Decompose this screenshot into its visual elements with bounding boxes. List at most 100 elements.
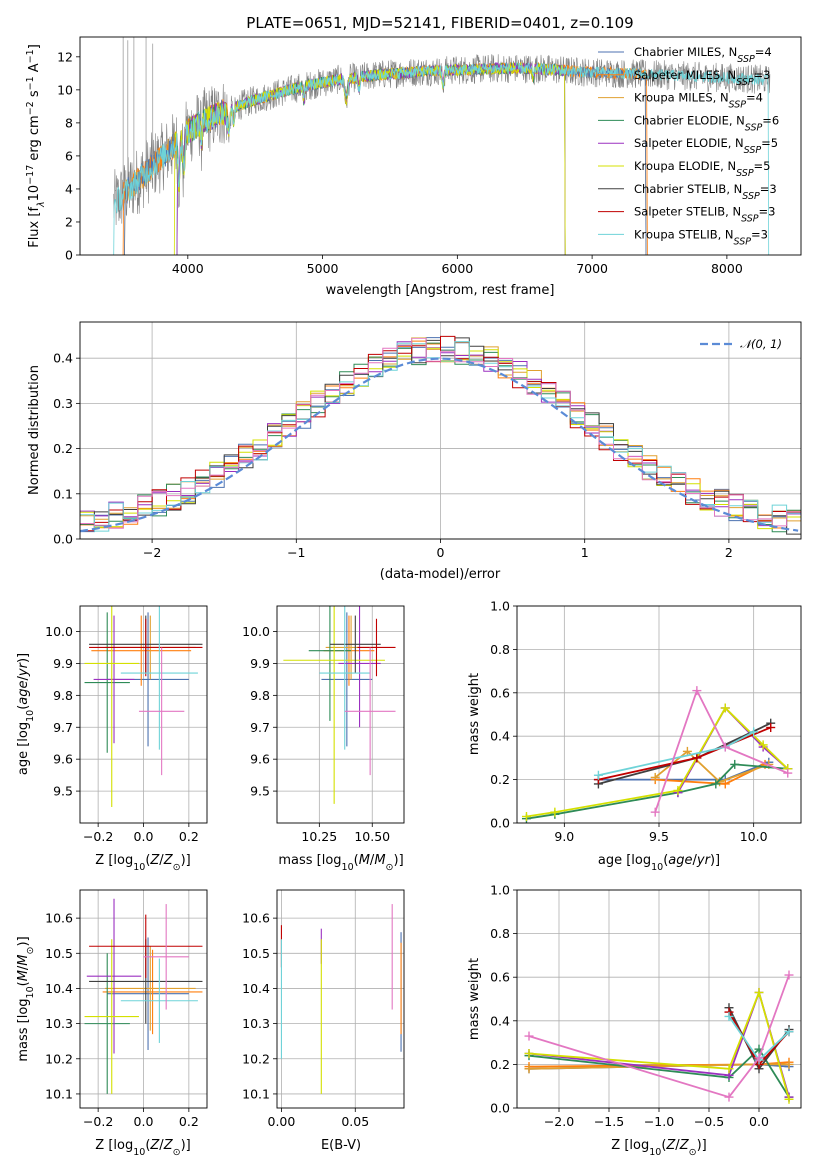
legend-entry: Kroupa STELIB, NSSP=3 (634, 227, 768, 247)
y-tick-label: 2 (65, 214, 73, 229)
x-tick-label: 6000 (441, 261, 473, 276)
x-axis-label: Z [log10(Z/Z⊙)] (95, 853, 190, 873)
legend-entry: Salpeter ELODIE, NSSP=5 (634, 136, 778, 156)
x-tick-label: 0.0 (749, 1114, 769, 1129)
y-tick-label: 10.2 (242, 1051, 270, 1066)
legend-entry: Kroupa ELODIE, NSSP=5 (634, 159, 771, 179)
y-tick-label: 10.2 (45, 1051, 73, 1066)
y-tick-label: 9.8 (53, 688, 73, 703)
y-tick-label: 10.5 (242, 946, 270, 961)
y-tick-label: 10.4 (45, 981, 73, 996)
y-tick-label: 0.8 (490, 926, 510, 941)
plot-area-weight_vs_Z (524, 970, 794, 1104)
x-tick-label: −1.0 (644, 1114, 674, 1129)
x-tick-label: 0.0 (134, 1114, 154, 1129)
spectrum-model-line (124, 61, 647, 255)
axes-mass_vs_Z: −0.2 0.0 0.2 10.1 10.2 10.3 10.4 10.5 10.6 Z [log… (16, 889, 208, 1158)
axes-frame (516, 889, 802, 1109)
y-tick-label: 0.2 (53, 441, 73, 456)
weight-line (526, 763, 788, 820)
x-tick-label: 10.0 (740, 829, 768, 844)
y-tick-label: 12 (57, 49, 73, 64)
legend-entry: Chabrier ELODIE, NSSP=6 (634, 113, 779, 132)
axes-frame (79, 605, 208, 824)
y-tick-label: 10.6 (242, 911, 270, 926)
x-tick-label: −2 (143, 545, 161, 560)
axes-age_vs_mass: 10.25 10.50 9.5 9.6 9.7 9.8 9.9 10.0 mass [log10… (242, 605, 405, 873)
y-tick-label: 9.6 (250, 752, 270, 767)
spectrum-model-line (113, 62, 770, 255)
y-tick-label: 0.0 (490, 1101, 510, 1116)
normal-curve (80, 357, 799, 533)
y-tick-label: 9.5 (53, 784, 73, 799)
x-tick-label: 0.05 (341, 1114, 369, 1129)
y-tick-label: 9.7 (53, 720, 73, 735)
y-tick-label: 10.0 (242, 624, 270, 639)
spectrum-model-line (124, 62, 647, 255)
y-tick-label: 0.8 (490, 642, 510, 657)
x-axis-label: mass [log10(M/M⊙)] (278, 853, 403, 873)
y-tick-label: 0.4 (490, 729, 510, 744)
weight-line (528, 974, 790, 1099)
weight-line (655, 763, 766, 785)
x-tick-label: −0.2 (83, 1114, 113, 1129)
spectrum-model-line (176, 62, 566, 255)
plot-area-residuals (80, 335, 801, 539)
x-tick-label: 9.5 (649, 829, 669, 844)
x-tick-label: −2.0 (544, 1114, 574, 1129)
legend-entry: Chabrier STELIB, NSSP=3 (634, 182, 777, 202)
y-tick-label: 0.6 (490, 970, 510, 985)
y-tick-label: 10.5 (45, 946, 73, 961)
y-tick-label: 0.3 (53, 396, 73, 411)
y-tick-label: 0.0 (490, 816, 510, 831)
axes-residuals: −2 −1 0 1 2 0.0 0.1 0.2 0.3 0.4 𝒩(0, 1) (data-model… (27, 321, 802, 582)
plot-area-mass_vs_ebv (280, 904, 402, 1094)
plot-area-spectrum (113, 37, 771, 255)
y-tick-label: 10.4 (242, 981, 270, 996)
weight-line (526, 706, 789, 818)
x-tick-label: 0.00 (268, 1114, 296, 1129)
y-tick-label: 10.3 (45, 1016, 73, 1031)
x-tick-label: 1 (581, 545, 589, 560)
y-tick-label: 0 (65, 248, 73, 263)
y-tick-label: 9.9 (53, 656, 73, 671)
histogram-step (80, 337, 801, 539)
x-tick-label: −1 (287, 545, 305, 560)
axes-age_vs_Z: −0.2 0.0 0.2 9.5 9.6 9.7 9.8 9.9 10.0 Z [log10(Z/… (16, 605, 208, 873)
axes-frame (276, 889, 405, 1109)
legend-entry: Chabrier MILES, NSSP=4 (634, 45, 772, 65)
y-tick-label: 9.8 (250, 688, 270, 703)
y-tick-label: 8 (65, 115, 73, 130)
plot-area-age_vs_Z (84, 606, 203, 808)
axes-frame (516, 605, 802, 824)
spectrum-model-line (173, 61, 566, 255)
spectrum-model-line (176, 61, 566, 255)
y-tick-label: 9.9 (250, 656, 270, 671)
y-tick-label: 0.0 (53, 532, 73, 547)
y-tick-label: 10.1 (242, 1086, 270, 1101)
y-tick-label: 9.5 (250, 784, 270, 799)
x-axis-label: Z [log10(Z/Z⊙)] (611, 1138, 706, 1158)
x-tick-label: 0 (437, 545, 445, 560)
x-tick-label: 10.50 (354, 829, 390, 844)
legend-entry: Kroupa MILES, NSSP=4 (634, 91, 763, 111)
x-tick-label: 2 (725, 545, 733, 560)
legend-entry: Salpeter MILES, NSSP=3 (634, 68, 771, 88)
figure-title: PLATE=0651, MJD=52141, FIBERID=0401, z=0… (246, 14, 633, 32)
axes-frame (79, 889, 208, 1109)
legend-entry: 𝒩(0, 1) (740, 337, 782, 351)
axes-frame (276, 605, 405, 824)
x-axis-label: age [log10(age/yr)] (598, 853, 720, 873)
y-axis-label: mass weight (467, 958, 482, 1040)
y-tick-label: 10.6 (45, 911, 73, 926)
y-tick-label: 4 (65, 181, 73, 196)
y-tick-label: 0.4 (53, 351, 73, 366)
y-axis-label: age [log10(age/yr)] (16, 653, 36, 775)
x-tick-label: −0.5 (694, 1114, 724, 1129)
x-tick-label: 10.25 (301, 829, 337, 844)
y-tick-label: 10.3 (242, 1016, 270, 1031)
x-tick-label: 0.2 (179, 829, 199, 844)
y-tick-label: 1.0 (490, 883, 510, 898)
